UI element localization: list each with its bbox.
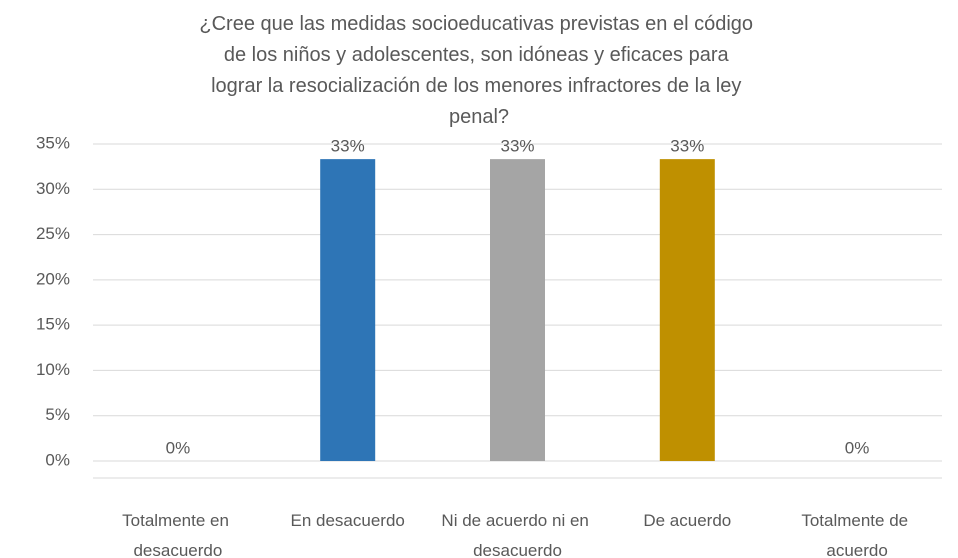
x-tick-label: Totalmente de acuerdo bbox=[801, 511, 913, 558]
chart-title: ¿Cree que las medidas socioeducativas pr… bbox=[199, 13, 758, 128]
data-label: 0% bbox=[166, 438, 191, 457]
x-tick-label: Totalmente en desacuerdo bbox=[122, 511, 234, 558]
y-tick-label: 35% bbox=[36, 133, 70, 152]
bar bbox=[320, 159, 376, 461]
x-tick-label: Ni de acuerdo ni en desacuerdo bbox=[441, 511, 593, 558]
data-label: 33% bbox=[331, 137, 365, 156]
y-tick-label: 25% bbox=[36, 224, 70, 243]
bar bbox=[659, 159, 715, 461]
data-label: 33% bbox=[670, 137, 704, 156]
y-tick-label: 5% bbox=[45, 405, 70, 424]
y-tick-label: 30% bbox=[36, 179, 70, 198]
y-tick-label: 20% bbox=[36, 269, 70, 288]
x-tick-label: De acuerdo bbox=[643, 511, 731, 530]
x-tick-label: En desacuerdo bbox=[291, 511, 405, 530]
bar bbox=[490, 159, 545, 461]
y-tick-label: 15% bbox=[36, 315, 70, 334]
y-tick-label: 10% bbox=[36, 360, 70, 379]
data-label: 33% bbox=[500, 137, 534, 156]
data-label: 0% bbox=[845, 438, 870, 457]
y-tick-label: 0% bbox=[45, 450, 70, 469]
